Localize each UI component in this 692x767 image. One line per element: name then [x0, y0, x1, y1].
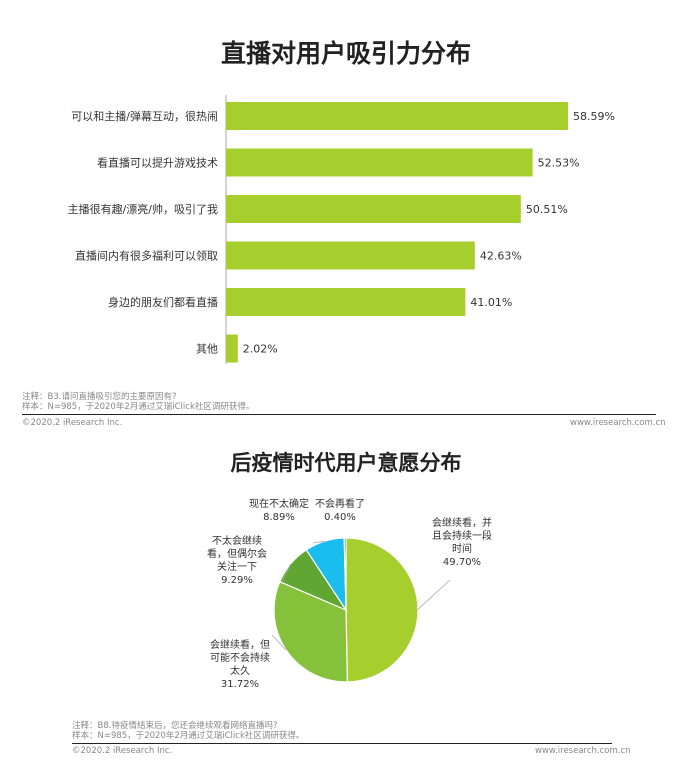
website-2: www.iresearch.com.cn [535, 746, 631, 756]
bar [226, 334, 238, 363]
website: www.iresearch.com.cn [570, 418, 666, 428]
value-label: 50.51% [526, 203, 568, 216]
leader-line [417, 579, 451, 610]
slice-label: 且会持续一段 [432, 529, 492, 542]
copyright: ©2020.2 iResearch Inc. [22, 418, 123, 428]
leader-line [281, 563, 292, 583]
leader-line [312, 540, 325, 544]
slice-value-label: 8.89% [263, 512, 295, 523]
value-label: 58.59% [573, 110, 615, 123]
bar [226, 241, 475, 270]
chart2-sample: 样本：N=985，于2020年2月通过艾瑞iClick社区调研获得。 [72, 731, 305, 741]
chart2-title: 后疫情时代用户意愿分布 [230, 451, 462, 475]
chart1-sample: 样本：N=985，于2020年2月通过艾瑞iClick社区调研获得。 [22, 402, 255, 412]
value-label: 41.01% [470, 296, 512, 309]
slice-label: 不会再看了 [315, 497, 365, 510]
leader-line [271, 634, 287, 651]
chart1-title: 直播对用户吸引力分布 [220, 39, 471, 68]
category-label: 直播间内有很多福利可以领取 [75, 249, 218, 263]
slice-label: 关注一下 [217, 560, 257, 573]
category-label: 身边的朋友们都看直播 [108, 295, 218, 309]
bar [226, 148, 533, 177]
slice-value-label: 31.72% [221, 679, 259, 690]
divider [22, 414, 656, 415]
slice-value-label: 49.70% [443, 557, 481, 568]
value-label: 2.02% [243, 343, 278, 356]
slice-label: 会继续看，并 [432, 516, 492, 529]
value-label: 52.53% [538, 157, 580, 170]
slice-label: 可能不会持续 [210, 651, 270, 664]
slice-value-label: 0.40% [324, 512, 356, 523]
slice-label: 太久 [230, 664, 250, 677]
bar-chart: 可以和主播/弹幕互动，很热闹 58.59% 看直播可以提升游戏技术 52.53% 主播很… [68, 95, 615, 364]
pie-slice [273, 580, 348, 683]
slice-label: 会继续看，但 [210, 638, 270, 651]
value-label: 42.63% [480, 250, 522, 263]
bar [226, 195, 521, 223]
chart1-note: 注释：B3.请问直播吸引您的主要原因有? [22, 392, 177, 402]
category-label: 看直播可以提升游戏技术 [97, 156, 218, 170]
slice-label: 看，但偶尔会 [207, 547, 267, 560]
bar [226, 102, 568, 130]
copyright-2: ©2020.2 iResearch Inc. [72, 746, 173, 756]
slice-label: 时间 [452, 542, 472, 555]
pie-slice [343, 537, 347, 611]
slice-label: 不太会继续 [212, 534, 262, 547]
bar [226, 288, 466, 316]
divider-2 [72, 743, 612, 744]
category-label: 可以和主播/弹幕互动，很热闹 [71, 109, 218, 123]
category-label: 主播很有趣/漂亮/帅，吸引了我 [68, 202, 218, 216]
chart2-note: 注释：B8.待疫情结束后，您还会继续观看网络直播吗? [72, 721, 278, 731]
slice-label: 现在不太确定 [249, 497, 309, 510]
slice-value-label: 9.29% [221, 575, 253, 586]
pie-slice [345, 537, 419, 683]
category-label: 其他 [196, 343, 218, 356]
